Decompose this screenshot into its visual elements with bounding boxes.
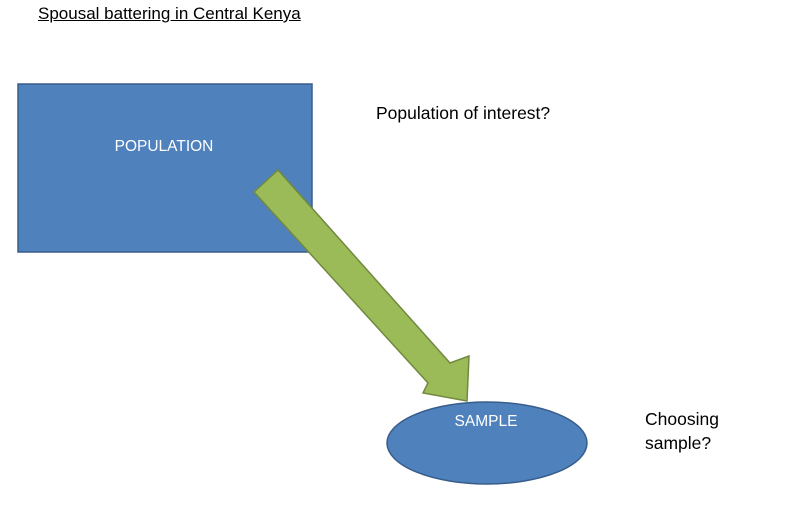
choosing-sample-note: Choosing sample? [645, 407, 719, 455]
population-box [17, 83, 313, 253]
population-of-interest-note: Population of interest? [376, 103, 551, 123]
choosing-sample-line-1: Choosing [645, 409, 719, 429]
sample-ellipse [386, 401, 588, 485]
choosing-sample-line-2: sample? [645, 433, 712, 453]
sample-label: SAMPLE [455, 413, 518, 430]
slide-title: Spousal battering in Central Kenya [38, 4, 301, 23]
population-label: POPULATION [115, 138, 214, 155]
sampling-arrow [252, 168, 470, 402]
